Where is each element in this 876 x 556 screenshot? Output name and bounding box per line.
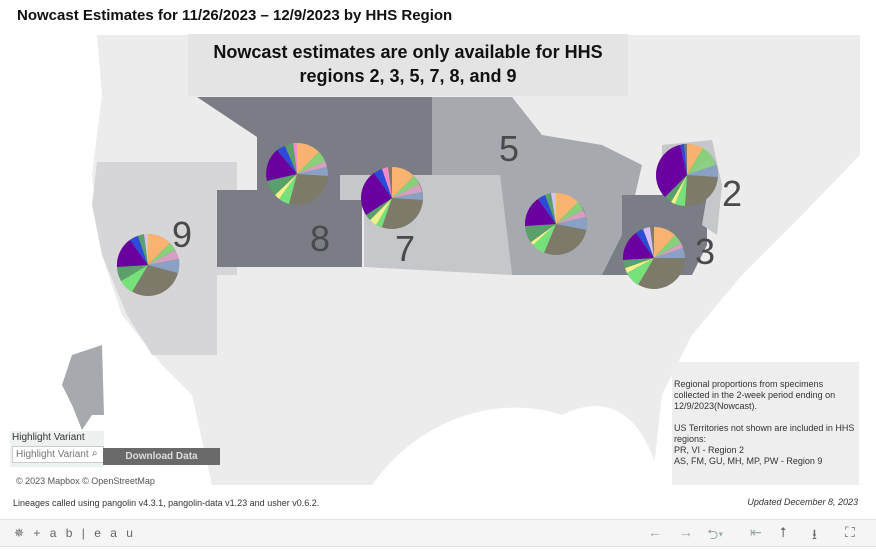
map-attribution[interactable]: © 2023 Mapbox © OpenStreetMap xyxy=(16,476,155,486)
availability-banner: Nowcast estimates are only available for… xyxy=(188,34,628,96)
updated-date: Updated December 8, 2023 xyxy=(747,497,858,507)
undo-icon[interactable]: ← xyxy=(648,524,662,540)
tableau-logo[interactable]: ✵ + a b | e a u xyxy=(14,526,136,540)
banner-line-2: regions 2, 3, 5, 7, 8, and 9 xyxy=(299,66,517,86)
region-label-9: 9 xyxy=(172,214,193,255)
note-para-1: Regional proportions from specimens coll… xyxy=(674,379,836,411)
map-canvas xyxy=(42,35,860,485)
pie-region-9[interactable] xyxy=(116,233,180,297)
region-label-8: 8 xyxy=(310,218,331,259)
note-region-2: PR, VI - Region 2 xyxy=(674,445,745,455)
pie-region-3[interactable] xyxy=(622,226,686,290)
tableau-logo-text: + a b | e a u xyxy=(33,526,136,540)
download-data-button[interactable]: Download Data xyxy=(103,448,220,465)
pie-region-2[interactable] xyxy=(655,143,719,207)
region-label-7: 7 xyxy=(395,228,416,269)
tableau-logo-icon: ✵ xyxy=(14,526,34,540)
revert-icon[interactable]: ⮌▾ xyxy=(707,526,724,542)
dashboard-title: Nowcast Estimates for 11/26/2023 – 12/9/… xyxy=(17,7,453,24)
lineage-note: Lineages called using pangolin v4.3.1, p… xyxy=(13,498,320,508)
region-label-2: 2 xyxy=(722,173,743,214)
pie-region-8[interactable] xyxy=(265,142,329,206)
fullscreen-icon[interactable]: ⛶ xyxy=(845,524,855,540)
download-icon[interactable]: ⭳ xyxy=(812,526,817,542)
share-icon[interactable]: ⭡ xyxy=(780,524,787,540)
highlight-variant-input[interactable] xyxy=(12,446,104,463)
highlight-label: Highlight Variant xyxy=(12,432,85,443)
region-label-5: 5 xyxy=(499,128,520,169)
redo-icon[interactable]: → xyxy=(679,524,693,540)
info-note: Regional proportions from specimens coll… xyxy=(672,362,859,485)
reset-icon[interactable]: ⇤ xyxy=(750,524,762,540)
map[interactable] xyxy=(42,35,860,485)
pie-region-7[interactable] xyxy=(360,166,424,230)
note-region-9: AS, FM, GU, MH, MP, PW - Region 9 xyxy=(674,456,823,466)
search-icon[interactable]: ⌕ xyxy=(92,448,98,459)
note-territories: US Territories not shown are included in… xyxy=(674,423,855,444)
region-label-3: 3 xyxy=(695,231,716,272)
pie-region-5[interactable] xyxy=(524,192,588,256)
banner-line-1: Nowcast estimates are only available for… xyxy=(213,42,603,62)
tableau-toolbar: ✵ + a b | e a u ← → ⮌▾ ⇤ ⭡ ⭳ ⛶ xyxy=(0,519,876,547)
